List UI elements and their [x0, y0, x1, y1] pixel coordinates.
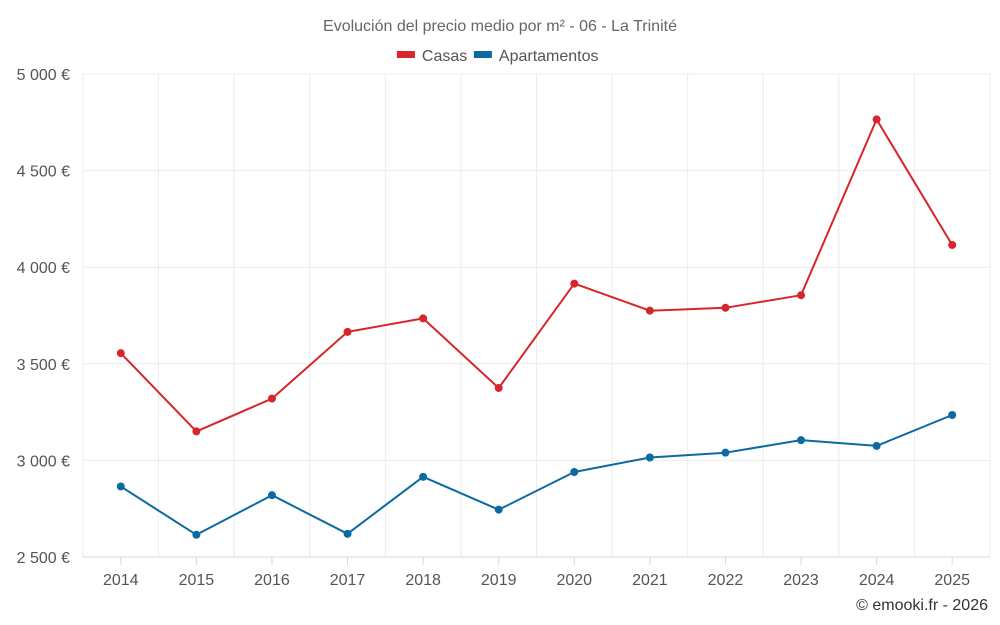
data-point-casas[interactable] — [872, 115, 881, 124]
x-tick-label: 2023 — [783, 572, 819, 589]
data-point-casas[interactable] — [948, 240, 957, 249]
x-tick-label: 2018 — [405, 572, 441, 589]
data-point-apartamentos[interactable] — [494, 505, 503, 514]
legend-swatch-apartamentos[interactable] — [473, 51, 492, 58]
y-tick-label: 3 500 € — [17, 357, 70, 374]
data-point-casas[interactable] — [116, 349, 125, 358]
x-tick-label: 2015 — [179, 572, 215, 589]
y-tick-label: 2 500 € — [17, 550, 70, 567]
data-point-apartamentos[interactable] — [872, 441, 881, 450]
y-tick-label: 4 500 € — [17, 164, 70, 181]
legend-label-apartamentos[interactable]: Apartamentos — [499, 48, 599, 65]
chart-credit: © emooki.fr - 2026 — [856, 597, 988, 614]
data-point-casas[interactable] — [645, 306, 654, 315]
data-point-apartamentos[interactable] — [570, 467, 579, 476]
legend-label-casas[interactable]: Casas — [422, 48, 467, 65]
data-point-casas[interactable] — [192, 427, 201, 436]
data-point-apartamentos[interactable] — [721, 448, 730, 457]
data-point-casas[interactable] — [343, 327, 352, 336]
data-point-casas[interactable] — [494, 383, 503, 392]
data-point-apartamentos[interactable] — [192, 530, 201, 539]
x-tick-label: 2022 — [708, 572, 744, 589]
x-tick-label: 2020 — [556, 572, 592, 589]
x-tick-label: 2016 — [254, 572, 290, 589]
chart-legend: Casas Apartamentos — [396, 48, 599, 65]
chart-title: Evolución del precio medio por m² - 06 -… — [323, 18, 677, 35]
data-point-apartamentos[interactable] — [267, 491, 276, 500]
data-point-casas[interactable] — [267, 394, 276, 403]
series-line-apartamentos — [120, 414, 953, 536]
data-point-casas[interactable] — [570, 279, 579, 288]
x-tick-label: 2017 — [330, 572, 366, 589]
y-tick-label: 4 000 € — [17, 260, 70, 277]
data-point-apartamentos[interactable] — [645, 453, 654, 462]
x-tick-label: 2025 — [934, 572, 970, 589]
legend-swatch-casas[interactable] — [396, 51, 415, 58]
x-tick-label: 2024 — [859, 572, 895, 589]
series-layer — [116, 115, 957, 539]
data-point-apartamentos[interactable] — [948, 410, 957, 419]
x-tick-label: 2014 — [103, 572, 139, 589]
data-point-apartamentos[interactable] — [419, 472, 428, 481]
x-tick-label: 2021 — [632, 572, 668, 589]
x-tick-label: 2019 — [481, 572, 517, 589]
data-point-apartamentos[interactable] — [797, 436, 806, 445]
grid-lines — [82, 73, 991, 557]
series-line-casas — [120, 118, 954, 433]
axes: 2 500 € 3 000 € 3 500 € 4 000 € 4 500 € 5 000… — [17, 67, 990, 589]
y-tick-label: 3 000 € — [17, 453, 70, 470]
data-point-apartamentos[interactable] — [116, 482, 125, 491]
data-point-casas[interactable] — [797, 291, 806, 300]
data-point-casas[interactable] — [721, 303, 730, 312]
data-point-apartamentos[interactable] — [343, 529, 352, 538]
data-point-casas[interactable] — [419, 314, 428, 323]
y-tick-label: 5 000 € — [17, 67, 70, 84]
